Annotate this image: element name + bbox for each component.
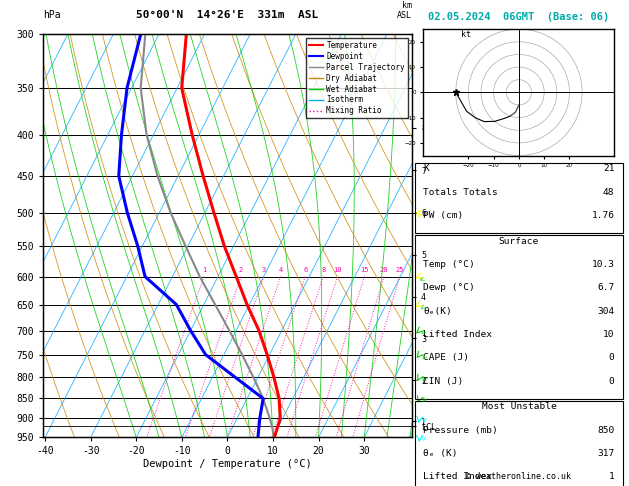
Text: 10.3: 10.3 — [591, 260, 615, 269]
Text: 6: 6 — [303, 267, 308, 273]
Text: 0: 0 — [609, 377, 615, 386]
Text: θₑ(K): θₑ(K) — [423, 307, 452, 316]
Text: Pressure (mb): Pressure (mb) — [423, 426, 498, 435]
Text: 25: 25 — [396, 267, 404, 273]
Text: >: > — [417, 350, 427, 360]
Text: © weatheronline.co.uk: © weatheronline.co.uk — [467, 472, 571, 481]
Text: Lifted Index: Lifted Index — [423, 472, 493, 482]
Text: 20: 20 — [380, 267, 388, 273]
Text: 6.7: 6.7 — [597, 283, 615, 293]
X-axis label: Dewpoint / Temperature (°C): Dewpoint / Temperature (°C) — [143, 459, 312, 469]
Text: Dewp (°C): Dewp (°C) — [423, 283, 475, 293]
Text: km
ASL: km ASL — [397, 0, 412, 20]
Text: >: > — [417, 373, 427, 382]
Text: >: > — [417, 299, 426, 310]
Bar — [415, 163, 623, 233]
Text: 850: 850 — [597, 426, 615, 435]
Text: 1: 1 — [202, 267, 206, 273]
Text: 2: 2 — [239, 267, 243, 273]
Text: 3: 3 — [262, 267, 266, 273]
Bar — [415, 235, 623, 399]
Legend: Temperature, Dewpoint, Parcel Trajectory, Dry Adiabat, Wet Adiabat, Isotherm, Mi: Temperature, Dewpoint, Parcel Trajectory… — [306, 38, 408, 119]
Text: >: > — [417, 435, 426, 440]
Text: PW (cm): PW (cm) — [423, 211, 464, 220]
Text: Totals Totals: Totals Totals — [423, 188, 498, 197]
Text: >: > — [417, 395, 427, 402]
Text: 317: 317 — [597, 449, 615, 458]
Text: 10: 10 — [603, 330, 615, 339]
Text: 50°00'N  14°26'E  331m  ASL: 50°00'N 14°26'E 331m ASL — [136, 10, 318, 20]
Text: 1.76: 1.76 — [591, 211, 615, 220]
Text: 21: 21 — [603, 164, 615, 174]
Text: Lifted Index: Lifted Index — [423, 330, 493, 339]
Text: Most Unstable: Most Unstable — [482, 402, 556, 412]
Text: 15: 15 — [360, 267, 369, 273]
Text: >: > — [417, 415, 426, 422]
Text: hPa: hPa — [43, 10, 60, 20]
Text: >: > — [417, 326, 426, 336]
Text: 1: 1 — [609, 472, 615, 482]
Text: 02.05.2024  06GMT  (Base: 06): 02.05.2024 06GMT (Base: 06) — [428, 12, 610, 22]
Text: Surface: Surface — [499, 237, 539, 246]
Text: >: > — [417, 272, 425, 282]
Text: CAPE (J): CAPE (J) — [423, 353, 469, 363]
Text: kt: kt — [461, 30, 470, 39]
Text: θₑ (K): θₑ (K) — [423, 449, 458, 458]
Text: K: K — [423, 164, 429, 174]
Text: 4: 4 — [279, 267, 283, 273]
Text: 10: 10 — [333, 267, 342, 273]
Text: 8: 8 — [321, 267, 325, 273]
Text: 0: 0 — [609, 353, 615, 363]
Text: 48: 48 — [603, 188, 615, 197]
Text: Temp (°C): Temp (°C) — [423, 260, 475, 269]
Text: >: > — [417, 208, 422, 217]
Bar — [415, 401, 623, 486]
Text: 304: 304 — [597, 307, 615, 316]
Text: CIN (J): CIN (J) — [423, 377, 464, 386]
